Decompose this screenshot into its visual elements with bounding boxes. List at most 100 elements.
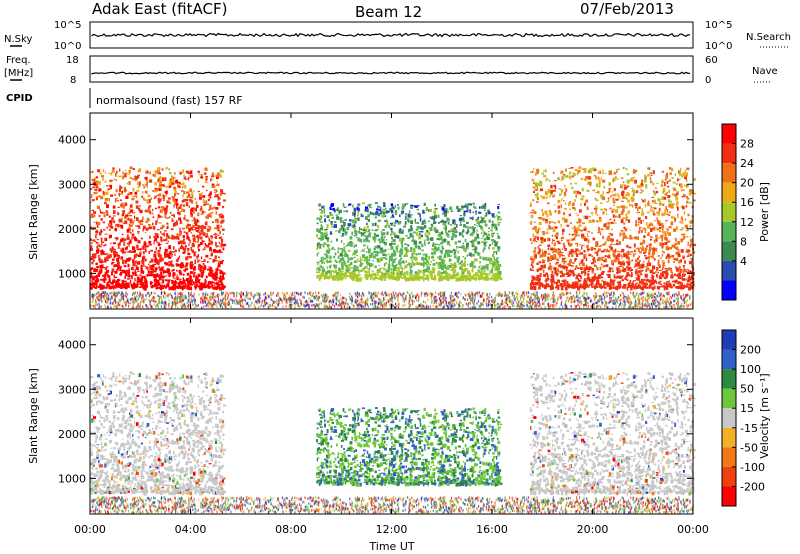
power-cell bbox=[381, 215, 383, 218]
power-cell bbox=[405, 221, 407, 224]
power-cell bbox=[483, 247, 486, 250]
power-cell bbox=[147, 266, 149, 271]
power-cell bbox=[371, 212, 375, 215]
power-cell bbox=[325, 231, 328, 235]
power-cell bbox=[372, 222, 374, 226]
power-cell bbox=[159, 198, 162, 202]
power-cell bbox=[134, 274, 136, 276]
power-cell bbox=[170, 255, 173, 257]
power-cell bbox=[417, 247, 422, 250]
power-cell bbox=[119, 192, 123, 195]
power-cell bbox=[443, 259, 446, 263]
power-cell bbox=[339, 272, 342, 276]
power-cell bbox=[186, 232, 189, 237]
power-cell bbox=[203, 168, 206, 170]
power-cell bbox=[596, 282, 600, 285]
power-cell bbox=[108, 234, 112, 238]
power-cell bbox=[673, 216, 676, 220]
power-cell bbox=[215, 276, 218, 278]
power-cell bbox=[449, 251, 454, 253]
power-cell bbox=[447, 218, 450, 222]
power-cell bbox=[475, 210, 477, 213]
power-cell bbox=[434, 214, 438, 219]
power-cell bbox=[135, 194, 137, 196]
power-cell bbox=[171, 179, 173, 182]
power-cell bbox=[568, 233, 571, 236]
power-cell bbox=[333, 255, 336, 259]
power-cell bbox=[181, 208, 183, 213]
power-cell bbox=[356, 277, 359, 279]
power-cell bbox=[391, 209, 394, 214]
date-title: 07/Feb/2013 bbox=[580, 0, 674, 18]
power-cell bbox=[330, 264, 332, 267]
power-cell bbox=[161, 266, 165, 269]
power-cell bbox=[92, 256, 95, 259]
power-cell bbox=[115, 224, 117, 228]
power-cell bbox=[630, 286, 633, 291]
power-cell bbox=[90, 247, 93, 252]
power-cell bbox=[150, 267, 154, 270]
power-cell bbox=[97, 169, 101, 173]
power-cell bbox=[127, 234, 129, 237]
power-cell bbox=[442, 264, 445, 268]
power-cell bbox=[215, 281, 219, 284]
power-cell bbox=[453, 248, 455, 252]
power-cell bbox=[124, 220, 128, 225]
power-cell bbox=[219, 249, 222, 252]
power-cell bbox=[394, 253, 397, 256]
power-cell bbox=[406, 248, 408, 253]
power-cell bbox=[401, 277, 404, 279]
power-cell bbox=[461, 263, 463, 268]
power-cell bbox=[681, 275, 683, 280]
power-cell bbox=[143, 285, 147, 288]
power-cell bbox=[370, 273, 373, 276]
power-cell bbox=[96, 252, 98, 255]
power-cell bbox=[211, 286, 214, 289]
power-cell bbox=[421, 263, 425, 267]
power-cell bbox=[644, 247, 648, 249]
power-cell bbox=[119, 273, 123, 276]
power-cell bbox=[156, 267, 159, 270]
power-cell bbox=[447, 276, 451, 278]
power-cell bbox=[145, 176, 148, 181]
power-cell bbox=[123, 189, 127, 193]
power-cell bbox=[414, 244, 418, 249]
power-cell bbox=[563, 200, 565, 202]
power-cell bbox=[168, 260, 172, 263]
power-cell bbox=[326, 224, 329, 229]
power-cell bbox=[128, 268, 131, 273]
power-cell bbox=[179, 183, 183, 185]
power-cell bbox=[689, 220, 693, 224]
power-cell bbox=[143, 241, 146, 243]
power-cell bbox=[325, 275, 328, 277]
power-cell bbox=[164, 279, 168, 282]
power-cell bbox=[336, 216, 340, 220]
power-cell bbox=[553, 179, 557, 182]
power-cell bbox=[678, 178, 681, 180]
power-cell bbox=[205, 177, 208, 179]
power-cell bbox=[189, 277, 192, 281]
power-cell bbox=[100, 237, 103, 242]
power-cell bbox=[115, 237, 117, 240]
power-cell bbox=[204, 243, 206, 246]
power-cell bbox=[90, 214, 94, 219]
power-cell bbox=[195, 280, 199, 282]
power-cell bbox=[605, 222, 608, 226]
power-cell bbox=[403, 255, 407, 257]
power-cell bbox=[437, 267, 440, 269]
power-cell bbox=[418, 232, 421, 235]
power-cell bbox=[417, 269, 420, 272]
power-cell bbox=[91, 170, 94, 173]
power-cell bbox=[221, 285, 225, 290]
power-cell bbox=[200, 286, 203, 291]
power-cell bbox=[497, 270, 499, 275]
power-cell bbox=[142, 255, 146, 260]
power-cell bbox=[197, 179, 199, 183]
power-cell bbox=[401, 229, 405, 233]
power-cell bbox=[578, 192, 582, 195]
power-cell bbox=[498, 265, 501, 268]
power-cell bbox=[461, 208, 464, 211]
power-cell bbox=[363, 266, 366, 269]
power-cell bbox=[317, 271, 320, 274]
power-cell bbox=[441, 245, 444, 250]
